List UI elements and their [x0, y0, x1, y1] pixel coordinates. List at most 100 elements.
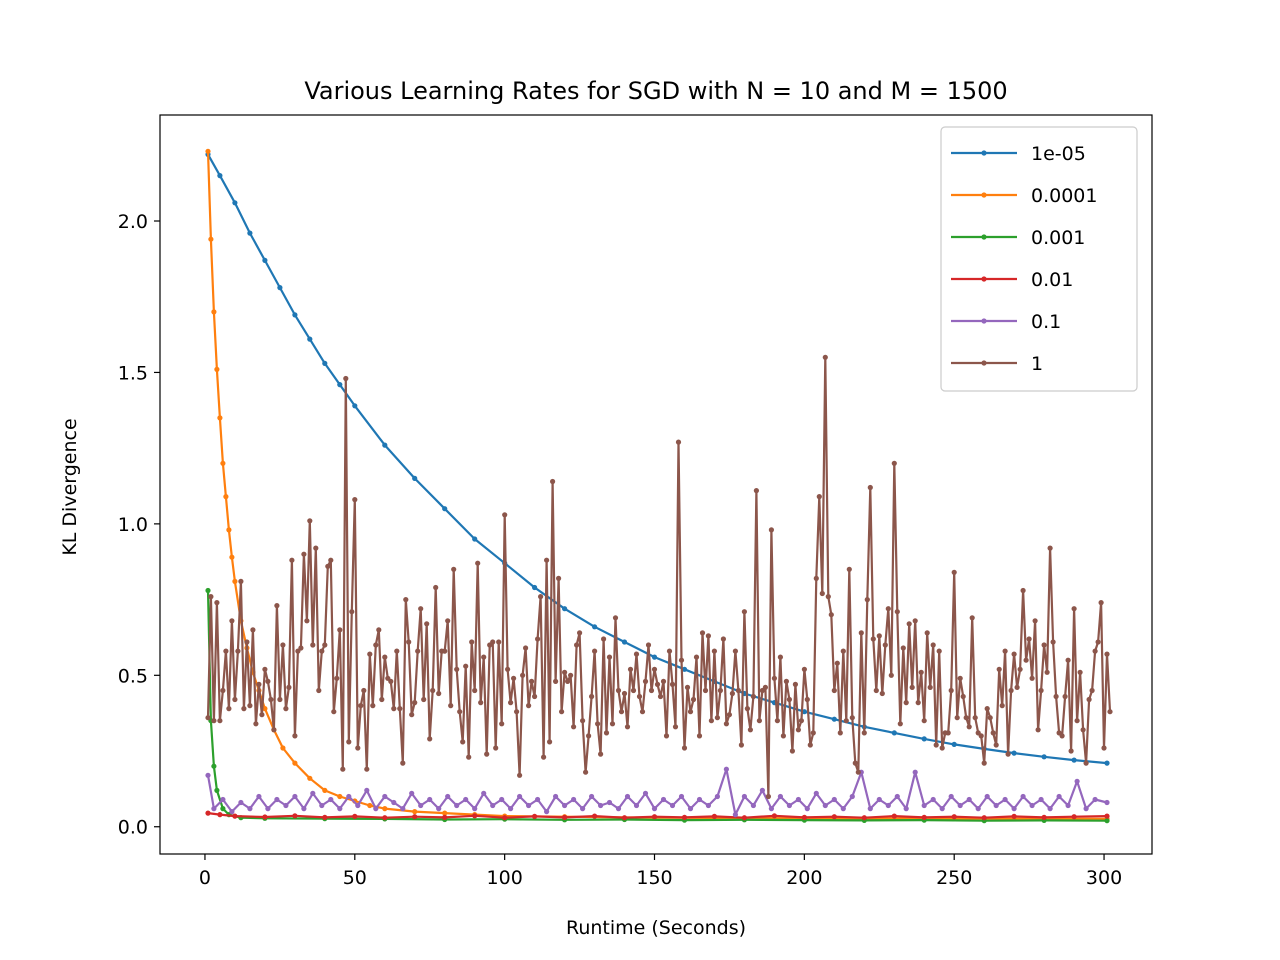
data-point-0-01-30 — [1071, 814, 1077, 820]
data-point-1-27 — [286, 684, 292, 691]
data-point-0-1-36 — [526, 802, 532, 809]
data-point-1-114 — [547, 739, 553, 745]
data-point-0-1-57 — [714, 793, 721, 800]
x-tick-label-300: 300 — [1086, 867, 1122, 889]
data-point-1-45 — [340, 766, 346, 772]
data-point-1-2 — [211, 718, 217, 724]
data-point-1-293 — [1083, 760, 1089, 766]
data-point-1-243 — [933, 742, 939, 748]
data-point-1-269 — [1011, 651, 1017, 657]
data-point-1-90 — [475, 560, 481, 566]
legend-marker-0-01 — [981, 276, 987, 282]
data-point-0-0001-3 — [214, 366, 220, 372]
data-point-1-188 — [768, 527, 775, 533]
data-point-0-0001-20 — [337, 793, 343, 800]
data-point-0-0001-8 — [229, 554, 235, 560]
data-point-1-9 — [232, 696, 238, 703]
data-point-1-154 — [666, 648, 673, 654]
legend-marker-1 — [981, 360, 987, 366]
data-point-1-32 — [301, 551, 307, 557]
data-point-1-168 — [708, 718, 715, 724]
data-point-0-01-4 — [292, 813, 298, 819]
data-point-1-270 — [1014, 684, 1020, 691]
data-point-1-55 — [370, 703, 376, 709]
data-point-1-155 — [669, 681, 676, 688]
data-point-1-33 — [304, 618, 310, 624]
data-point-1-244 — [936, 648, 942, 654]
data-point-0-1-10 — [292, 793, 298, 800]
data-point-0-1-26 — [436, 806, 442, 812]
data-point-1-241 — [927, 684, 933, 691]
legend-item-0-1: 0.1 — [951, 311, 1061, 333]
data-point-0-1-21 — [391, 799, 397, 806]
data-point-1-281 — [1047, 545, 1053, 551]
data-point-1-201 — [807, 742, 813, 748]
legend-marker-0-001 — [981, 234, 987, 240]
data-point-0-0001-23 — [382, 806, 388, 812]
data-point-0-1-96 — [1065, 802, 1071, 809]
data-point-1-149 — [651, 666, 658, 672]
data-point-0-0001-5 — [220, 460, 226, 466]
data-point-1-52 — [361, 687, 367, 694]
data-point-1-24 — [277, 696, 283, 703]
data-point-1-285 — [1059, 733, 1065, 739]
data-point-0-1-68 — [813, 790, 819, 797]
data-point-1-104 — [517, 772, 523, 778]
data-point-0-1-65 — [786, 802, 793, 809]
data-point-1-98 — [499, 721, 505, 727]
data-point-0-1-8 — [274, 796, 280, 803]
data-point-1-265 — [999, 703, 1005, 709]
data-point-0-1-71 — [840, 806, 846, 812]
series-0-1 — [205, 766, 1110, 818]
data-point-1-301 — [1107, 709, 1113, 715]
data-point-1e-05-4 — [262, 257, 268, 263]
data-point-0-1-54 — [687, 806, 694, 812]
data-point-0-0001-14 — [262, 706, 268, 712]
data-point-0-1-70 — [831, 796, 837, 803]
data-point-1-258 — [978, 733, 984, 739]
x-tick-label-0: 0 — [199, 867, 211, 889]
data-point-0-01-28 — [1011, 813, 1017, 820]
data-point-1-194 — [786, 696, 793, 703]
data-point-0-1-22 — [400, 806, 406, 812]
data-point-1-71 — [418, 606, 424, 612]
data-point-1-117 — [556, 575, 562, 582]
data-point-1-272 — [1020, 587, 1026, 594]
data-point-1e-05-12 — [412, 475, 418, 481]
data-point-1-292 — [1080, 727, 1086, 733]
data-point-1-35 — [310, 642, 316, 648]
data-point-0-01-7 — [382, 815, 388, 821]
data-point-1-20 — [265, 678, 271, 685]
data-point-0-1-32 — [490, 802, 496, 809]
data-point-0-1-19 — [373, 806, 379, 812]
data-point-0-1-31 — [481, 790, 487, 797]
data-point-1-134 — [606, 654, 613, 660]
x-tick-label-100: 100 — [487, 867, 523, 889]
data-point-1-165 — [699, 630, 706, 636]
data-point-1-95 — [490, 639, 496, 645]
data-point-1-219 — [861, 730, 867, 736]
data-point-0-1-4 — [238, 799, 244, 806]
data-point-0-1-12 — [310, 790, 316, 797]
data-point-0-0001-24 — [412, 809, 418, 815]
data-point-1-213 — [843, 718, 849, 724]
data-point-1e-05-9 — [337, 382, 343, 388]
data-point-0-1-13 — [319, 802, 325, 809]
data-point-1-275 — [1029, 675, 1035, 681]
data-point-1-242 — [930, 642, 936, 648]
data-point-1-250 — [954, 715, 960, 721]
data-point-1-26 — [283, 706, 289, 712]
data-point-1-66 — [403, 597, 409, 603]
data-point-1-96 — [493, 745, 499, 751]
data-point-0-1-81 — [930, 796, 936, 803]
data-point-1-102 — [510, 675, 517, 681]
data-point-1-147 — [645, 642, 652, 648]
data-point-1-294 — [1086, 696, 1092, 703]
data-point-1-300 — [1104, 651, 1110, 657]
data-point-0-1-93 — [1038, 796, 1044, 803]
legend-item-1e-05: 1e-05 — [951, 143, 1086, 165]
axes-frame — [159, 114, 1153, 855]
data-point-0-1-46 — [615, 806, 622, 812]
data-point-1-174 — [726, 712, 733, 718]
data-point-1-83 — [454, 666, 460, 672]
